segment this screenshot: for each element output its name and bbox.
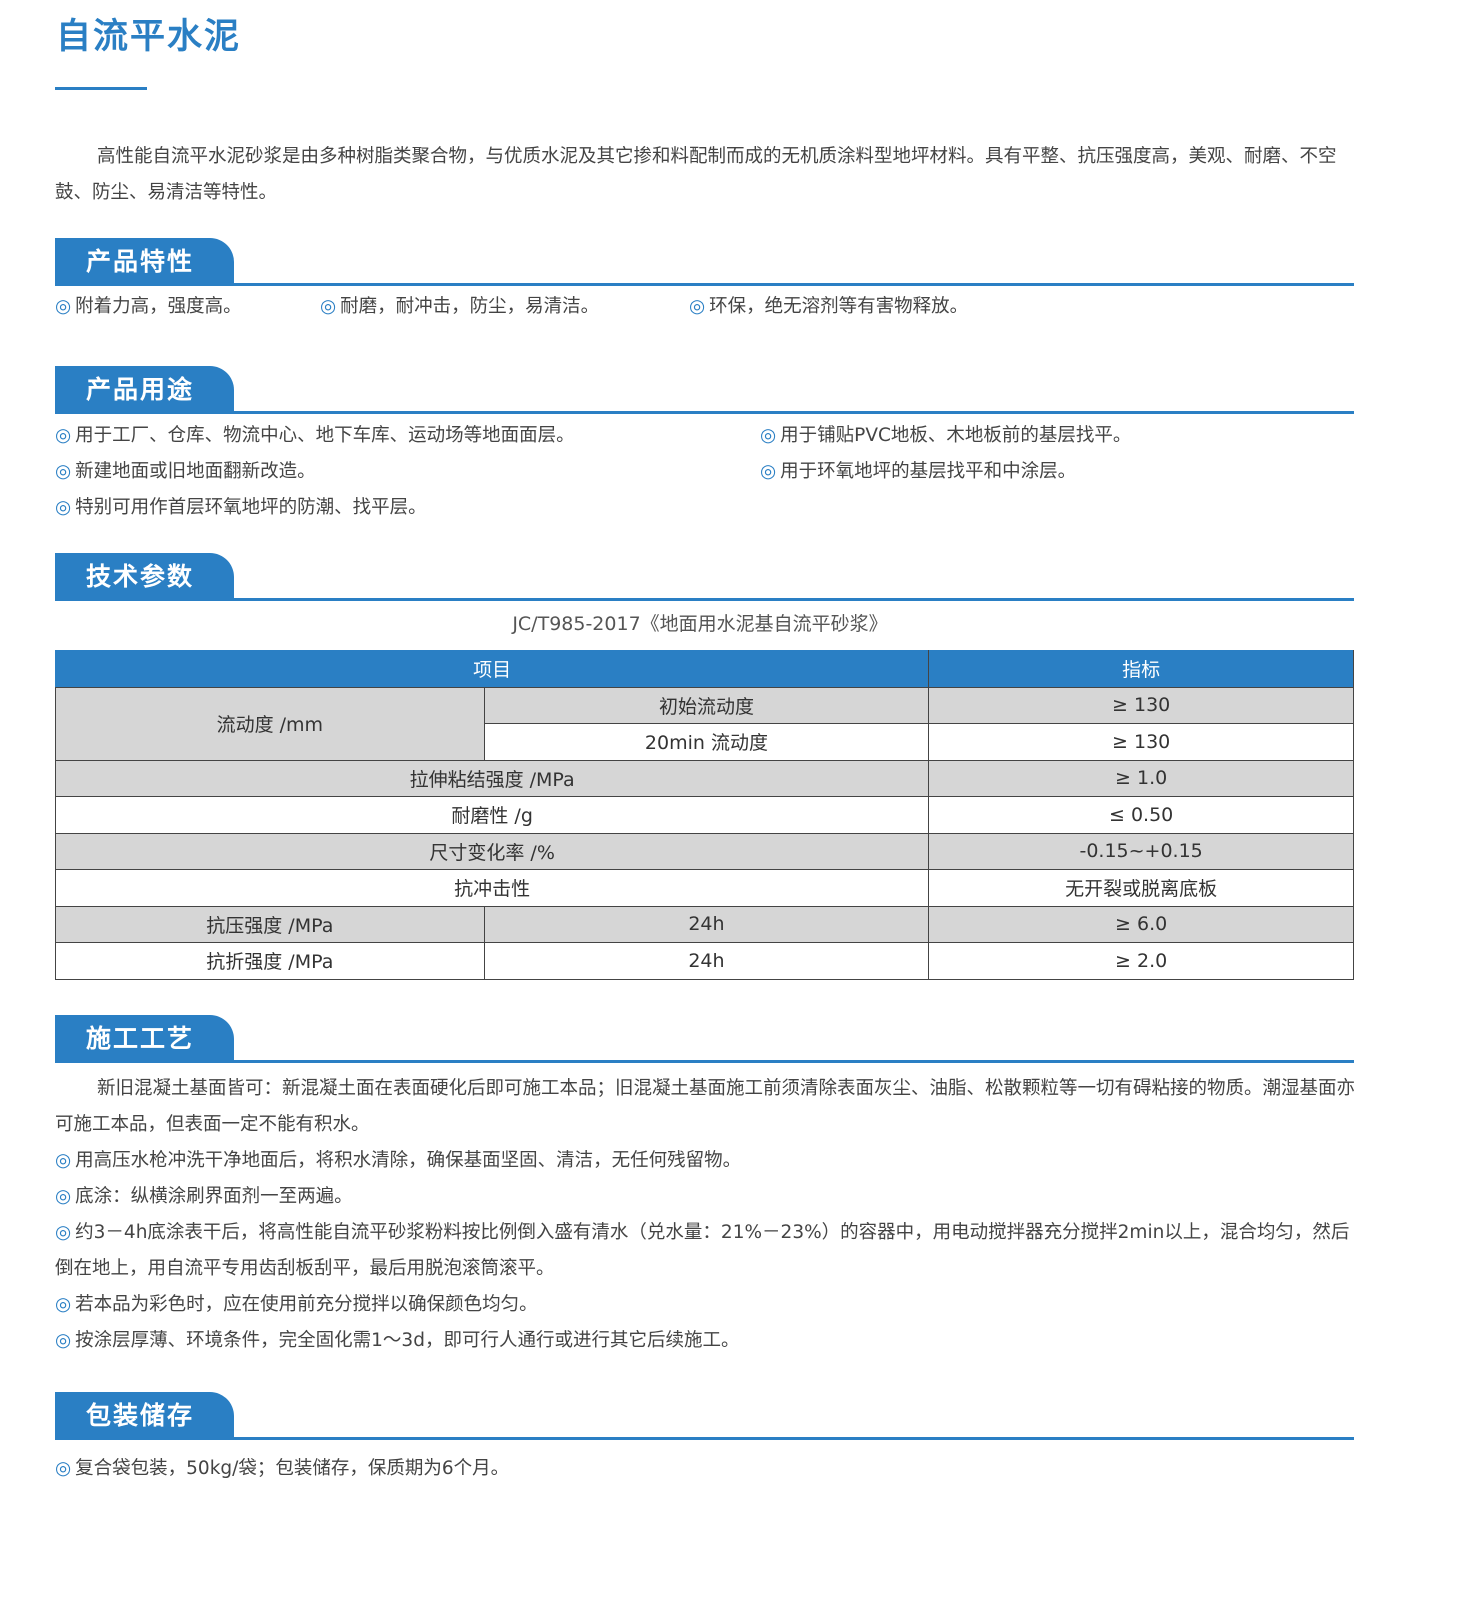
page-title: 自流平水泥 xyxy=(56,17,242,57)
list-item: ◎ 用于铺贴PVC地板、木地板前的基层找平。 xyxy=(760,425,1132,446)
intro-paragraph: 高性能自流平水泥砂浆是由多种树脂类聚合物，与优质水泥及其它掺和料配制而成的无机质… xyxy=(55,139,1355,211)
list-item: ◎ 用于环氧地坪的基层找平和中涂层。 xyxy=(760,461,1077,482)
table-row: 抗折强度 /MPa 24h ≥ 2.0 xyxy=(55,942,1354,980)
list-item: ◎ 附着力高，强度高。 xyxy=(55,296,242,317)
list-item: ◎ 耐磨，耐冲击，防尘，易清洁。 xyxy=(320,296,600,317)
double-circle-icon: ◎ xyxy=(55,1294,72,1315)
double-circle-icon: ◎ xyxy=(55,296,72,317)
list-item: ◎ 底涂：纵横涂刷界面剂一至两遍。 xyxy=(55,1186,353,1207)
list-item: ◎ 复合袋包装，50kg/袋；包装储存，保质期为6个月。 xyxy=(55,1458,510,1479)
double-circle-icon: ◎ xyxy=(55,1222,72,1243)
double-circle-icon: ◎ xyxy=(55,425,72,446)
section-packaging: 包装储存 xyxy=(55,1392,1354,1440)
table-row: 拉伸粘结强度 /MPa ≥ 1.0 xyxy=(54,759,1354,797)
section-heading: 包装储存 xyxy=(55,1392,234,1438)
header-item: 项目 xyxy=(54,650,930,688)
list-item: ◎ 按涂层厚薄、环境条件，完全固化需1～3d，即可行人通行或进行其它后续施工。 xyxy=(55,1330,740,1351)
list-item: ◎ 特别可用作首层环氧地坪的防潮、找平层。 xyxy=(55,497,427,518)
double-circle-icon: ◎ xyxy=(55,461,72,482)
list-item: ◎ 用高压水枪冲洗干净地面后，将积水清除，确保基面坚固、清洁，无任何残留物。 xyxy=(55,1150,742,1171)
header-index: 指标 xyxy=(928,650,1354,688)
list-item: ◎ 若本品为彩色时，应在使用前充分搅拌以确保颜色均匀。 xyxy=(55,1294,538,1315)
table-row: 流动度 /mm 初始流动度 ≥ 130 xyxy=(55,686,1354,761)
section-uses: 产品用途 xyxy=(55,366,1354,414)
double-circle-icon: ◎ xyxy=(760,461,777,482)
section-heading: 技术参数 xyxy=(55,553,234,599)
double-circle-icon: ◎ xyxy=(55,1458,72,1479)
double-circle-icon: ◎ xyxy=(55,1330,72,1351)
section-heading: 产品用途 xyxy=(55,366,234,412)
list-item: ◎ 用于工厂、仓库、物流中心、地下车库、运动场等地面面层。 xyxy=(55,425,575,446)
double-circle-icon: ◎ xyxy=(55,1186,72,1207)
table-row: 抗压强度 /MPa 24h ≥ 6.0 xyxy=(55,905,1354,943)
section-process: 施工工艺 xyxy=(55,1015,1354,1063)
list-item: ◎ 新建地面或旧地面翻新改造。 xyxy=(55,461,316,482)
double-circle-icon: ◎ xyxy=(760,425,777,446)
table-row: 20min 流动度 ≥ 130 xyxy=(56,723,1354,761)
section-heading: 产品特性 xyxy=(55,238,234,284)
title-underline xyxy=(55,87,147,90)
tech-table: 项目 指标 流动度 /mm 初始流动度 ≥ 130 20min 流动度 ≥ 130 拉伸… xyxy=(54,650,1354,980)
section-features: 产品特性 xyxy=(55,238,1354,286)
list-item: ◎ 环保，绝无溶剂等有害物释放。 xyxy=(689,296,969,317)
double-circle-icon: ◎ xyxy=(55,1150,72,1171)
double-circle-icon: ◎ xyxy=(689,296,706,317)
list-item: ◎ 约3－4h底涂表干后，将高性能自流平砂浆粉料按比例倒入盛有清水（兑水量：21%… xyxy=(55,1222,1350,1279)
process-intro: 新旧混凝土基面皆可：新混凝土面在表面硬化后即可施工本品；旧混凝土基面施工前须清除… xyxy=(55,1078,1356,1135)
table-header: 项目 指标 xyxy=(54,650,1354,688)
standard-caption: JC/T985-2017《地面用水泥基自流平砂浆》 xyxy=(512,613,888,635)
table-row: 尺寸变化率 /% -0.15~+0.15 xyxy=(54,832,1354,870)
intro-text: 高性能自流平水泥砂浆是由多种树脂类聚合物，与优质水泥及其它掺和料配制而成的无机质… xyxy=(55,146,1337,203)
section-heading: 施工工艺 xyxy=(55,1015,234,1061)
table-row: 抗冲击性 无开裂或脱离底板 xyxy=(54,869,1354,907)
section-tech: 技术参数 xyxy=(55,553,1354,601)
table-row: 耐磨性 /g ≤ 0.50 xyxy=(54,796,1354,834)
double-circle-icon: ◎ xyxy=(55,497,72,518)
double-circle-icon: ◎ xyxy=(320,296,337,317)
